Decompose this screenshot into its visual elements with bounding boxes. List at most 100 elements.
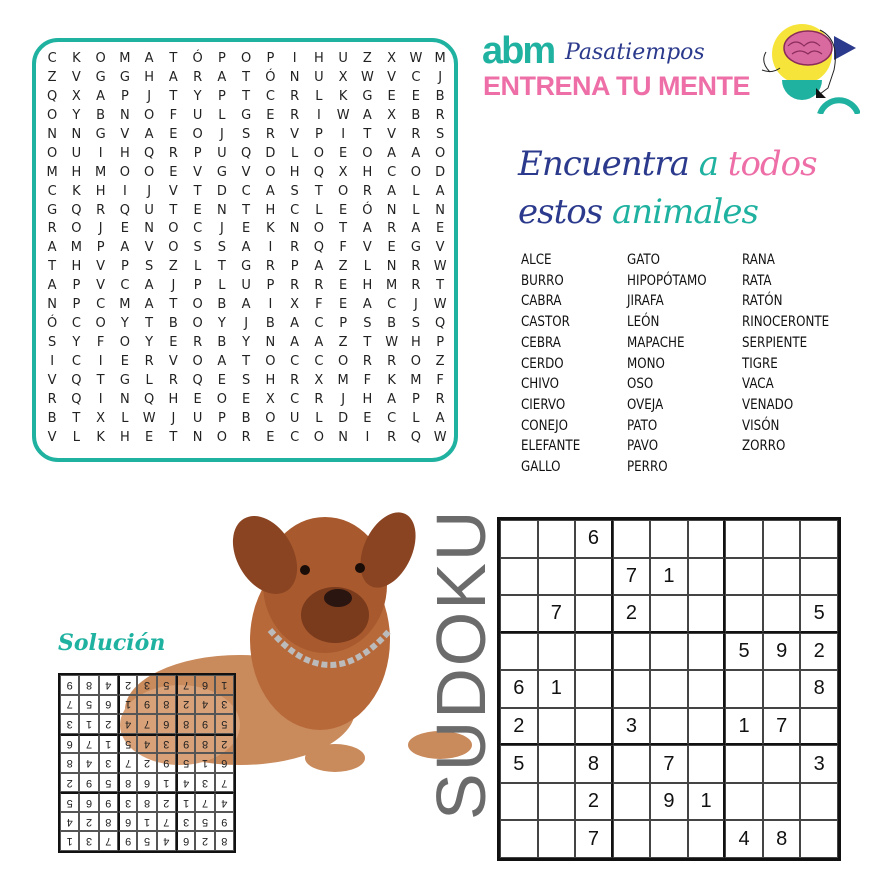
letter-cell[interactable]: D [435, 164, 446, 180]
letter-cell[interactable]: L [72, 429, 80, 445]
sudoku-cell[interactable] [650, 820, 688, 858]
sudoku-cell[interactable]: 7 [762, 707, 801, 746]
sudoku-cell[interactable] [800, 557, 838, 596]
letter-cell[interactable]: R [144, 354, 154, 369]
letter-cell[interactable]: A [144, 278, 154, 294]
letter-cell[interactable]: J [219, 221, 224, 237]
letter-cell[interactable]: V [435, 240, 445, 256]
letter-cell[interactable]: O [313, 221, 324, 237]
letter-cell[interactable]: V [96, 278, 106, 294]
letter-cell[interactable]: E [436, 221, 445, 237]
letter-cell[interactable]: Y [242, 335, 251, 351]
sudoku-cell[interactable] [612, 670, 651, 708]
letter-cell[interactable]: U [192, 107, 203, 123]
letter-cell[interactable]: R [290, 88, 300, 104]
letter-cell[interactable]: M [46, 164, 58, 180]
letter-cell[interactable]: O [241, 51, 252, 66]
letter-cell[interactable]: O [338, 183, 349, 199]
letter-cell[interactable]: Q [71, 202, 82, 218]
letter-cell[interactable]: R [265, 259, 275, 275]
sudoku-cell[interactable] [762, 557, 801, 596]
letter-cell[interactable]: O [192, 316, 203, 332]
letter-cell[interactable]: O [265, 164, 276, 180]
letter-cell[interactable]: O [313, 429, 324, 445]
letter-cell[interactable]: O [216, 391, 227, 407]
letter-cell[interactable]: D [265, 145, 276, 161]
letter-cell[interactable]: T [96, 372, 105, 388]
letter-cell[interactable]: N [265, 335, 276, 351]
letter-cell[interactable]: Q [410, 429, 421, 445]
letter-cell[interactable]: L [315, 410, 323, 426]
letter-cell[interactable]: U [241, 278, 251, 294]
letter-cell[interactable]: J [438, 69, 443, 85]
letter-cell[interactable]: R [193, 335, 203, 351]
letter-cell[interactable]: Q [47, 88, 58, 104]
letter-cell[interactable]: I [50, 354, 55, 369]
letter-cell[interactable]: R [193, 69, 203, 85]
letter-cell[interactable]: A [217, 69, 227, 85]
letter-cell[interactable]: P [436, 335, 445, 351]
sudoku-cell[interactable] [800, 707, 838, 746]
letter-cell[interactable]: R [47, 391, 57, 407]
letter-cell[interactable]: Y [120, 316, 129, 332]
sudoku-cell[interactable] [650, 520, 688, 558]
letter-cell[interactable]: J [98, 221, 103, 237]
letter-cell[interactable]: P [266, 51, 275, 66]
letter-cell[interactable]: C [411, 69, 421, 85]
letter-cell[interactable]: V [71, 69, 81, 85]
letter-cell[interactable]: O [410, 164, 421, 180]
letter-cell[interactable]: E [411, 88, 420, 104]
letter-cell[interactable]: X [387, 51, 397, 66]
letter-cell[interactable]: T [169, 202, 178, 218]
letter-cell[interactable]: S [217, 240, 226, 256]
letter-cell[interactable]: T [169, 297, 178, 313]
letter-cell[interactable]: L [145, 372, 153, 388]
sudoku-cell[interactable]: 1 [537, 670, 576, 708]
sudoku-cell[interactable]: 1 [650, 557, 688, 596]
letter-cell[interactable]: J [171, 278, 176, 294]
letter-cell[interactable]: O [313, 145, 324, 161]
letter-cell[interactable]: H [119, 429, 130, 445]
letter-cell[interactable]: T [217, 259, 226, 275]
letter-cell[interactable]: A [144, 297, 154, 313]
letter-cell[interactable]: L [412, 202, 420, 218]
letter-cell[interactable]: R [96, 202, 106, 218]
letter-cell[interactable]: S [241, 372, 251, 388]
sudoku-cell[interactable] [725, 557, 763, 596]
letter-cell[interactable]: F [339, 240, 347, 256]
letter-cell[interactable]: L [218, 107, 226, 123]
sudoku-cell[interactable]: 7 [650, 745, 688, 783]
letter-cell[interactable]: E [193, 391, 202, 407]
letter-cell[interactable]: I [98, 391, 103, 407]
letter-cell[interactable]: R [387, 429, 397, 445]
sudoku-cell[interactable] [575, 670, 613, 708]
letter-cell[interactable]: U [144, 202, 154, 218]
letter-cell[interactable]: H [144, 69, 155, 85]
letter-cell[interactable]: A [144, 126, 154, 142]
letter-cell[interactable]: H [265, 372, 276, 388]
letter-cell[interactable]: M [386, 278, 398, 294]
letter-cell[interactable]: W [336, 107, 350, 123]
letter-cell[interactable]: R [168, 145, 178, 161]
letter-cell[interactable]: H [362, 391, 373, 407]
sudoku-cell[interactable] [612, 782, 651, 821]
letter-cell[interactable]: E [266, 429, 275, 445]
letter-cell[interactable]: J [244, 316, 249, 332]
letter-cell[interactable]: A [290, 335, 300, 351]
sudoku-cell[interactable] [500, 520, 538, 558]
letter-cell[interactable]: Q [71, 391, 82, 407]
letter-cell[interactable]: C [96, 297, 106, 313]
sudoku-cell[interactable] [650, 670, 688, 708]
letter-cell[interactable]: G [119, 372, 130, 388]
letter-cell[interactable]: R [411, 126, 421, 142]
letter-cell[interactable]: E [120, 354, 129, 369]
letter-cell[interactable]: E [387, 88, 396, 104]
letter-cell[interactable]: P [217, 88, 226, 104]
letter-cell[interactable]: N [289, 69, 300, 85]
letter-cell[interactable]: A [387, 145, 397, 161]
letter-cell[interactable]: Q [119, 202, 130, 218]
letter-cell[interactable]: S [411, 316, 420, 332]
sudoku-cell[interactable]: 2 [800, 632, 838, 671]
letter-cell[interactable]: O [95, 316, 106, 332]
letter-cell[interactable]: T [169, 88, 178, 104]
